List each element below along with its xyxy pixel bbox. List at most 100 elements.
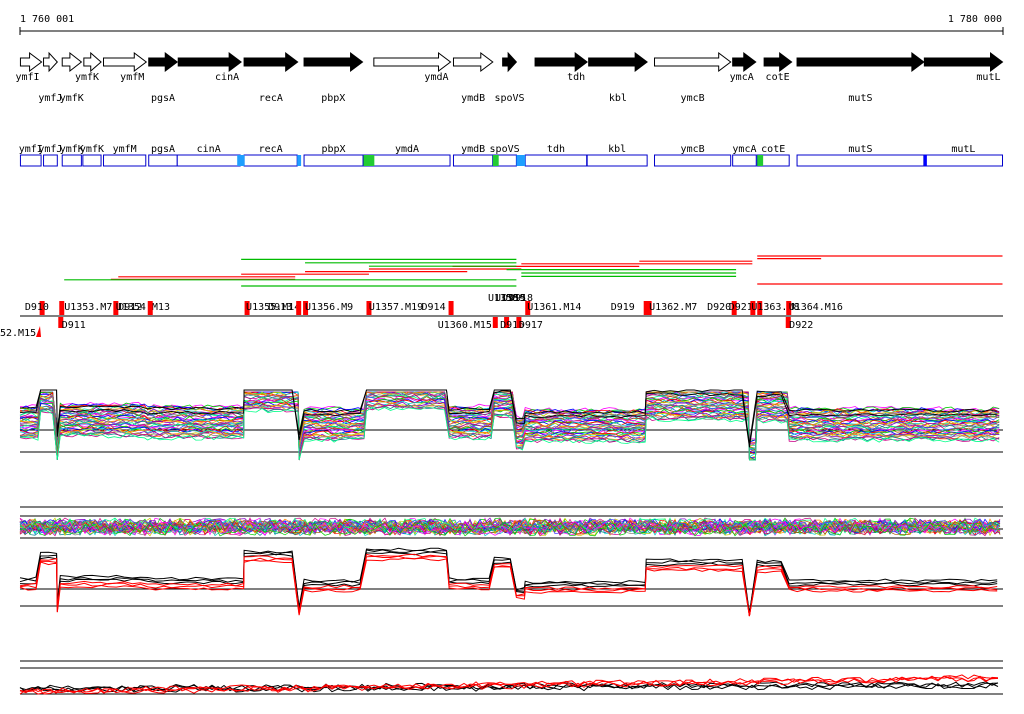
profile-line <box>19 393 1000 461</box>
gene-arrow-label: ymcA <box>730 72 754 83</box>
gene-arrow-label: pbpX <box>321 93 345 104</box>
gene-arrow-label: pgsA <box>151 93 175 104</box>
summary-line <box>19 551 998 616</box>
segment-marker <box>59 301 65 315</box>
gene-box <box>82 154 102 167</box>
gene-box <box>43 154 58 167</box>
segment-marker <box>492 317 498 328</box>
gene-arrow <box>19 52 43 72</box>
gene-arrow-label: ymfM <box>120 72 144 83</box>
gene-box-label: kbl <box>608 144 626 155</box>
segment-marker <box>448 301 454 315</box>
gene-arrow-label: ymfK <box>60 93 84 104</box>
segment-label: D913 <box>268 302 292 313</box>
segment-label: U1362.M7 <box>649 302 697 313</box>
gene-box-highlight <box>237 155 245 166</box>
residual-line <box>19 517 1001 533</box>
segment-overlap-label: D918 <box>509 293 533 304</box>
gene-arrow <box>923 52 1004 72</box>
residual-profiles-track <box>19 506 1003 539</box>
summary-line <box>19 555 998 617</box>
gene-box-label: tdh <box>547 144 565 155</box>
summary-line <box>19 549 998 614</box>
bottom-profiles-track <box>19 660 1003 695</box>
profile-line <box>19 391 1000 459</box>
gene-arrow <box>103 52 148 72</box>
profile-line <box>19 391 1000 449</box>
gene-box-highlight <box>757 155 764 166</box>
gene-box-label: ymcB <box>681 144 705 155</box>
gene-box <box>148 154 178 167</box>
segment-label: U1361.M14 <box>527 302 581 313</box>
profile-line <box>19 391 1000 453</box>
gene-arrow-label: ymfJ <box>38 93 62 104</box>
segment-label: D922 <box>789 320 813 331</box>
segment-marker <box>39 301 45 315</box>
segment-label: D910 <box>25 302 49 313</box>
segment-marker <box>296 301 302 315</box>
segment-marker <box>147 301 153 315</box>
gene-arrow <box>373 52 452 72</box>
gene-box <box>923 154 1004 167</box>
segment-label: U1363.M8 <box>751 302 799 313</box>
gene-arrow <box>43 51 58 73</box>
gene-box <box>176 154 241 167</box>
gene-box <box>61 154 82 167</box>
segment-overlap-label: D915 <box>502 293 526 304</box>
profile-line <box>19 391 1000 454</box>
gene-arrow <box>534 52 589 72</box>
segment-marker <box>785 317 791 328</box>
gene-arrow <box>61 51 83 73</box>
gene-arrow <box>303 52 364 72</box>
expression-profiles-track <box>19 389 1003 461</box>
segment-label: U1353.M7 <box>64 302 112 313</box>
ruler-start-label: 1 760 001 <box>20 14 74 25</box>
gene-box <box>524 154 588 167</box>
gene-arrow-label: cinA <box>215 72 239 83</box>
gene-arrow-label: kbl <box>609 93 627 104</box>
gene-box <box>796 154 925 167</box>
gene-box-label: ymdA <box>395 144 419 155</box>
segment-marker <box>113 301 119 315</box>
gene-box-label: cinA <box>197 144 221 155</box>
gene-box-highlight <box>297 155 302 166</box>
gene-arrow <box>588 52 648 72</box>
gene-arrow-label: ymfK <box>75 72 99 83</box>
gene-box-label: pbpX <box>321 144 345 155</box>
transcripts-track <box>64 255 1003 287</box>
segment-label: D916 <box>500 320 524 331</box>
bottom-line <box>19 676 999 695</box>
gene-arrow <box>796 52 925 72</box>
segment-label: D917 <box>519 320 543 331</box>
profile-line <box>19 399 1000 461</box>
gene-box <box>363 154 451 167</box>
gene-box <box>654 154 732 167</box>
residual-line <box>19 519 1001 535</box>
segment-label: D919 <box>611 302 635 313</box>
segment-marker <box>366 301 372 315</box>
gene-box-highlight <box>923 155 927 166</box>
profile-line <box>19 398 1000 461</box>
gene-box-label: ymfM <box>113 144 137 155</box>
residual-line <box>19 517 1001 533</box>
segment-label-cut: 52.M15 <box>0 328 36 339</box>
gene-box <box>452 154 494 167</box>
segment-marker <box>504 317 510 328</box>
segment-marker <box>646 301 652 315</box>
coordinate-ruler: 1 760 001 1 780 000 <box>19 14 1004 35</box>
segment-overlap-label: U1359 <box>495 293 525 304</box>
gene-box-highlight <box>363 155 375 166</box>
gene-arrow-label: ymdB <box>461 93 485 104</box>
segment-marker <box>786 301 792 315</box>
gene-box-label: mutS <box>848 144 872 155</box>
segment-label: D914 <box>422 302 446 313</box>
gene-box <box>303 154 364 167</box>
segment-label: D911 <box>62 320 86 331</box>
segment-marker <box>36 326 41 337</box>
gene-box-label: ymfJ <box>38 144 62 155</box>
gene-box-label: cotE <box>761 144 785 155</box>
segment-overlap-label: U1358 <box>488 293 518 304</box>
